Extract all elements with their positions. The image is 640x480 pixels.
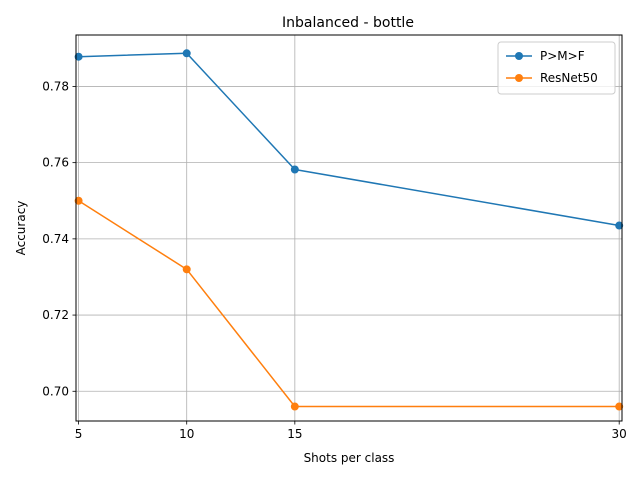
data-point <box>74 196 83 205</box>
legend: P>M>F ResNet50 <box>497 41 616 95</box>
y-tick-label: 0.76 <box>42 156 69 170</box>
series-line <box>78 52 620 227</box>
plot-frame <box>75 34 623 422</box>
y-tick-label: 0.78 <box>42 79 69 93</box>
legend-entry: P>M>F <box>506 49 585 63</box>
x-axis-label: Shots per class <box>304 451 395 465</box>
data-point <box>182 49 191 58</box>
legend-marker <box>515 52 523 60</box>
legend-label: ResNet50 <box>540 71 598 85</box>
legend-entry: ResNet50 <box>506 71 598 85</box>
x-tick-label: 30 <box>612 427 627 441</box>
y-tick-label: 0.72 <box>42 308 69 322</box>
legend-marker <box>515 74 523 82</box>
series-line <box>78 200 620 408</box>
y-tick-label: 0.74 <box>42 232 69 246</box>
data-point <box>615 221 624 230</box>
data-point <box>615 402 624 411</box>
legend-box <box>497 41 616 95</box>
data-point <box>182 265 191 274</box>
x-tick-label: 10 <box>179 427 194 441</box>
x-tick-label: 15 <box>287 427 302 441</box>
series-1 <box>74 196 624 411</box>
series-layer <box>74 49 624 411</box>
data-point <box>74 52 83 61</box>
x-axis-ticks: 5 10 15 30 <box>75 421 627 441</box>
data-point <box>290 165 299 174</box>
chart-title: Inbalanced - bottle <box>282 15 414 31</box>
x-tick-label: 5 <box>75 427 83 441</box>
y-axis-label: Accuracy <box>14 201 28 256</box>
y-axis-ticks: 0.70 0.72 0.74 0.76 0.78 <box>42 79 76 398</box>
y-tick-label: 0.70 <box>42 384 69 398</box>
series-0 <box>74 49 624 230</box>
legend-label: P>M>F <box>540 49 585 63</box>
data-point <box>290 402 299 411</box>
